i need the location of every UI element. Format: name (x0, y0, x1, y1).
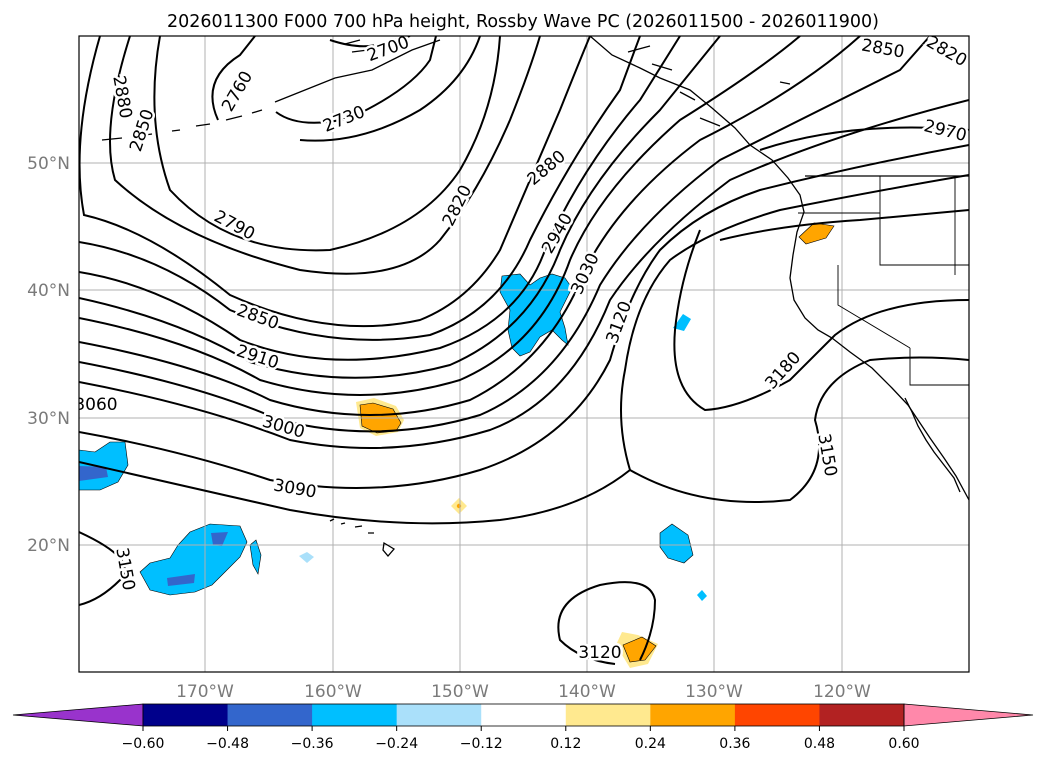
contour-2820 (109, 36, 541, 275)
contour-2970 (79, 36, 801, 396)
figure-title: 2026011300 F000 700 hPa height, Rossby W… (167, 12, 879, 32)
alaska-peninsula (274, 39, 441, 103)
lon-tick-label: 150°W (431, 682, 489, 702)
contour-2940 (79, 36, 721, 379)
colorbar-segment (396, 704, 482, 726)
lon-tick-label: 120°W (813, 682, 871, 702)
contour-2730 (275, 36, 437, 124)
negative-anomaly-core-2 (167, 574, 195, 586)
colorbar-tick-label: 0.12 (550, 736, 581, 752)
colorbar-segment (227, 704, 313, 726)
colorbar-segment (312, 704, 398, 726)
west-coast-north-america (589, 36, 969, 501)
contour-2910 (79, 36, 681, 361)
coastlines (101, 36, 969, 558)
negative-anomaly-west-core (79, 466, 108, 481)
contour-2880 (79, 36, 641, 341)
negative-anomaly-tiny-1 (673, 314, 691, 331)
colorbar-segment (650, 704, 736, 726)
negative-anomaly-tiny-2 (697, 590, 707, 601)
longitude-labels: 170°W 160°W 150°W 140°W 130°W 120°W (176, 682, 871, 702)
contour-2970-extra (759, 126, 969, 151)
colorbar (12, 703, 1034, 727)
contour-3060 (79, 99, 969, 449)
lat-tick-label: 20°N (27, 536, 70, 556)
colorbar-tick-label: −0.36 (291, 736, 334, 752)
aleutian-islands (101, 109, 263, 141)
lon-tick-label: 130°W (685, 682, 743, 702)
lat-tick-label: 50°N (27, 154, 70, 174)
contour-3150-east (629, 356, 969, 503)
contour-3120-south (557, 581, 657, 665)
lat-tick-label: 40°N (27, 281, 70, 301)
contour-3180 (673, 229, 969, 412)
state-lines (798, 176, 969, 386)
colorbar-segment (734, 704, 820, 726)
lon-tick-label: 140°W (558, 682, 616, 702)
contour-label: 3060 (74, 395, 117, 415)
lon-tick-label: 170°W (176, 682, 234, 702)
colorbar-tick-label: 0.36 (719, 736, 750, 752)
positive-anomaly-dot-core (456, 503, 462, 509)
colorbar-tick-label: −0.12 (460, 736, 503, 752)
colorbar-outline (142, 703, 905, 727)
contour-2700 (329, 36, 411, 48)
alaska-coast-islands (344, 39, 791, 127)
negative-anomaly-tiny-3 (299, 552, 314, 563)
colorbar-segment (819, 704, 905, 726)
colorbar-tick-label: 0.60 (888, 736, 919, 752)
map-frame (78, 35, 970, 673)
colorbar-ticks: −0.60 −0.48 −0.36 −0.24 −0.12 0.12 0.24 0.36 0.4… (122, 726, 920, 752)
colorbar-tick-label: 0.48 (804, 736, 835, 752)
baja-california (904, 397, 961, 493)
contour-2790 (153, 36, 501, 252)
colorbar-tick-label: −0.24 (375, 736, 418, 752)
contour-3000 (79, 36, 861, 416)
colorbar-segment (481, 704, 567, 726)
negative-anomaly-small-east (659, 523, 694, 564)
contour-3090 (79, 144, 969, 489)
colorbar-tick-label: −0.48 (206, 736, 249, 752)
colorbar-segment (143, 704, 229, 726)
hawaiian-islands (329, 518, 395, 558)
contour-3030 (79, 36, 931, 433)
height-contours (79, 36, 969, 665)
colorbar-segment (565, 704, 651, 726)
map-panel: 2700 2760 2730 2880 2850 2790 2820 2880 … (74, 36, 969, 672)
contour-3150-west (79, 531, 126, 606)
colorbar-tick-label: 0.24 (635, 736, 666, 752)
negative-anomaly-core-1 (211, 532, 228, 546)
positive-anomaly-california (798, 222, 835, 245)
lat-tick-label: 30°N (27, 409, 70, 429)
contour-label: 3120 (578, 643, 621, 663)
contour-2760 (211, 36, 481, 142)
colorbar-extend-low (12, 703, 144, 727)
negative-anomaly-sliver (249, 539, 262, 575)
contour-3120 (79, 174, 969, 525)
colorbar-extend-high (903, 703, 1034, 727)
latitude-labels: 50°N 40°N 30°N 20°N (27, 154, 70, 556)
contour-2850 (79, 36, 591, 328)
contour-3000-extra (719, 209, 969, 241)
colorbar-tick-label: −0.60 (122, 736, 165, 752)
lon-tick-label: 160°W (304, 682, 362, 702)
